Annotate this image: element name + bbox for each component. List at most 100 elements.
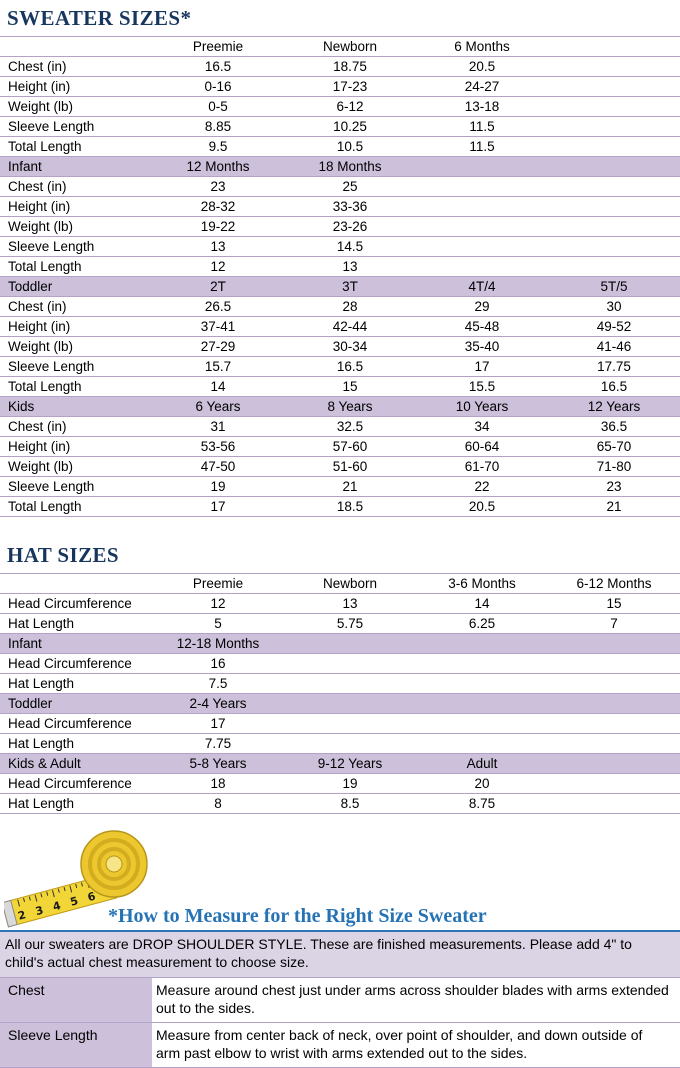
column-header: 6-12 Months (548, 573, 680, 594)
size-cell: 0-5 (152, 96, 284, 117)
size-cell (548, 116, 680, 137)
size-cell: 71-80 (548, 456, 680, 477)
column-header (416, 633, 548, 654)
hat-size-table: Preemie Newborn 3-6 Months 6-12 Months Head … (0, 573, 680, 814)
size-cell (548, 733, 680, 754)
size-cell: 8 (152, 793, 284, 814)
sweater-data-row: Chest (in) 23 25 (0, 176, 680, 197)
size-cell: 15 (284, 376, 416, 397)
size-cell (548, 713, 680, 734)
size-cell: 15.7 (152, 356, 284, 377)
column-header: 8 Years (284, 396, 416, 417)
row-label: Hat Length (0, 613, 152, 634)
column-header (284, 693, 416, 714)
sweater-section-row: Infant 12 Months 18 Months (0, 156, 680, 177)
size-cell: 51-60 (284, 456, 416, 477)
hat-data-row: Head Circumference 17 (0, 713, 680, 734)
row-label: Chest (in) (0, 176, 152, 197)
size-cell (548, 96, 680, 117)
row-label: Weight (lb) (0, 456, 152, 477)
row-label: Height (in) (0, 76, 152, 97)
section-label: Infant (0, 633, 152, 654)
column-header: 12-18 Months (152, 633, 284, 654)
size-cell: 9.5 (152, 136, 284, 157)
size-cell: 61-70 (416, 456, 548, 477)
size-cell: 47-50 (152, 456, 284, 477)
column-header: 2T (152, 276, 284, 297)
size-cell: 28 (284, 296, 416, 317)
column-header: 9-12 Years (284, 753, 416, 774)
size-cell (416, 733, 548, 754)
sweater-data-row: Height (in) 37-41 42-44 45-48 49-52 (0, 316, 680, 337)
size-cell: 7 (548, 613, 680, 634)
tape-coil (80, 830, 148, 898)
size-cell: 12 (152, 256, 284, 277)
size-cell: 42-44 (284, 316, 416, 337)
sweater-data-row: Total Length 9.5 10.5 11.5 (0, 136, 680, 157)
row-label: Height (in) (0, 436, 152, 457)
sweater-data-row: Weight (lb) 19-22 23-26 (0, 216, 680, 237)
size-cell (548, 76, 680, 97)
size-cell: 65-70 (548, 436, 680, 457)
size-cell: 45-48 (416, 316, 548, 337)
size-cell: 20.5 (416, 496, 548, 517)
sweater-data-row: Sleeve Length 15.7 16.5 17 17.75 (0, 356, 680, 377)
size-cell (284, 673, 416, 694)
measure-row-label: Chest (0, 977, 152, 1022)
svg-text:5: 5 (69, 894, 80, 909)
size-cell: 19-22 (152, 216, 284, 237)
size-cell: 28-32 (152, 196, 284, 217)
size-cell: 34 (416, 416, 548, 437)
sweater-data-row: Sleeve Length 19 21 22 23 (0, 476, 680, 497)
column-header (548, 753, 680, 774)
size-cell (548, 653, 680, 674)
row-label: Sleeve Length (0, 116, 152, 137)
size-cell: 15.5 (416, 376, 548, 397)
measure-heading: *How to Measure for the Right Size Sweat… (108, 905, 487, 927)
row-label: Chest (in) (0, 416, 152, 437)
column-header: 6 Years (152, 396, 284, 417)
size-cell: 0-16 (152, 76, 284, 97)
sweater-data-row: Weight (lb) 0-5 6-12 13-18 (0, 96, 680, 117)
hat-table-body: Preemie Newborn 3-6 Months 6-12 Months Head … (0, 573, 680, 814)
column-header: 5-8 Years (152, 753, 284, 774)
section-label: Kids & Adult (0, 753, 152, 774)
size-cell (416, 673, 548, 694)
size-cell: 14 (152, 376, 284, 397)
column-header (284, 633, 416, 654)
sweater-section-row: Kids 6 Years 8 Years 10 Years 12 Years (0, 396, 680, 417)
row-label: Chest (in) (0, 296, 152, 317)
size-cell: 5 (152, 613, 284, 634)
size-cell (548, 136, 680, 157)
row-label: Sleeve Length (0, 356, 152, 377)
size-cell: 21 (548, 496, 680, 517)
size-cell: 18.5 (284, 496, 416, 517)
row-label (0, 573, 152, 594)
size-cell: 8.5 (284, 793, 416, 814)
hat-data-row: Head Circumference 18 19 20 (0, 773, 680, 794)
size-cell: 19 (284, 773, 416, 794)
column-header: 3-6 Months (416, 573, 548, 594)
row-label: Head Circumference (0, 593, 152, 614)
sweater-data-row: Height (in) 53-56 57-60 60-64 65-70 (0, 436, 680, 457)
sweater-data-row: Chest (in) 31 32.5 34 36.5 (0, 416, 680, 437)
size-cell: 21 (284, 476, 416, 497)
size-cell (416, 176, 548, 197)
size-cell: 23-26 (284, 216, 416, 237)
row-label: Total Length (0, 496, 152, 517)
row-label: Head Circumference (0, 773, 152, 794)
size-cell: 10.25 (284, 116, 416, 137)
size-cell: 11.5 (416, 136, 548, 157)
size-cell: 23 (152, 176, 284, 197)
sweater-data-row: Chest (in) 16.5 18.75 20.5 (0, 56, 680, 77)
sweater-colheader-row: Preemie Newborn 6 Months (0, 36, 680, 57)
size-cell (548, 793, 680, 814)
size-cell: 35-40 (416, 336, 548, 357)
size-cell (284, 733, 416, 754)
size-cell: 7.5 (152, 673, 284, 694)
size-cell (416, 236, 548, 257)
sweater-section-row: Toddler 2T 3T 4T/4 5T/5 (0, 276, 680, 297)
size-cell: 57-60 (284, 436, 416, 457)
column-header: Adult (416, 753, 548, 774)
